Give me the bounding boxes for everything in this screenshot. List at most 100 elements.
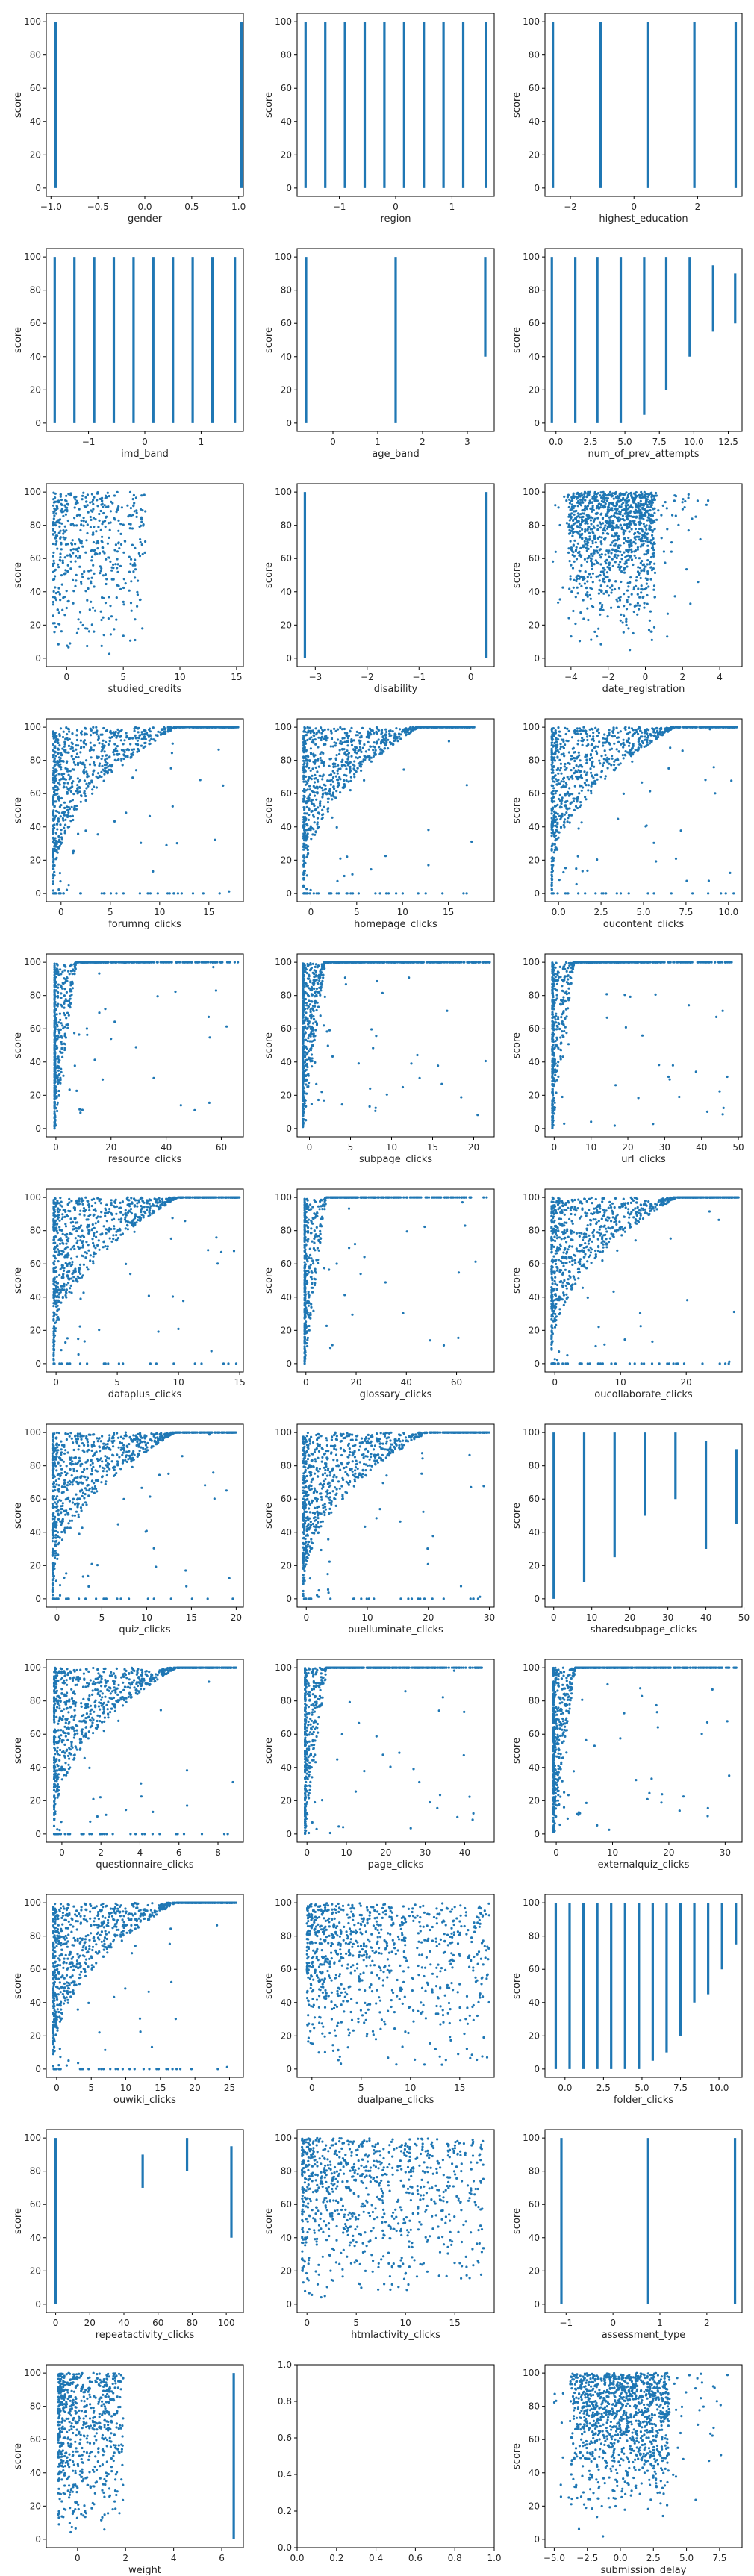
scatter-point — [573, 560, 576, 563]
scatter-point — [82, 520, 85, 523]
scatter-point — [586, 607, 589, 610]
scatter-point — [471, 726, 474, 729]
scatter-point — [570, 736, 574, 739]
scatter-point — [358, 746, 362, 749]
scatter-point — [466, 726, 469, 729]
scatter-point — [119, 523, 122, 526]
y-tick-label: 20 — [30, 149, 41, 160]
scatter-point — [52, 767, 55, 770]
scatter-point — [64, 818, 67, 821]
scatter-point — [81, 498, 84, 501]
scatter-point — [578, 577, 581, 580]
scatter-point — [611, 528, 614, 531]
scatter-point — [107, 617, 110, 620]
scatter-point — [614, 544, 617, 547]
scatter-point — [312, 734, 315, 737]
scatter-point — [62, 1074, 65, 1077]
scatter-point — [217, 748, 220, 751]
scatter-point — [558, 523, 561, 527]
scatter-point — [52, 769, 55, 772]
scatter-point — [378, 892, 381, 895]
scatter-point — [134, 546, 137, 549]
scatter-point — [373, 752, 376, 755]
scatter-point — [84, 627, 87, 630]
scatter-point — [372, 755, 375, 758]
axes-frame — [544, 13, 743, 197]
scatter-point — [702, 726, 705, 729]
scatter-point — [377, 738, 380, 741]
scatter-point — [76, 761, 80, 764]
scatter-point — [563, 765, 566, 768]
scatter-point — [56, 789, 59, 792]
scatter-point — [645, 553, 648, 556]
scatter-point — [599, 776, 602, 779]
scatter-point — [580, 789, 583, 792]
scatter-point — [602, 522, 605, 525]
scatter-point — [131, 748, 134, 752]
scatter-point — [652, 734, 655, 737]
scatter-point — [597, 627, 600, 630]
scatter-point — [590, 558, 593, 561]
scatter-point — [648, 526, 651, 528]
scatter-point — [63, 832, 66, 835]
scatter-point — [622, 757, 625, 760]
scatter-point — [307, 818, 310, 821]
scatter-point — [98, 764, 101, 767]
scatter-point — [564, 743, 567, 746]
scatter-point — [584, 729, 587, 732]
scatter-point — [611, 509, 614, 512]
scatter-point — [346, 855, 349, 858]
scatter-point — [334, 729, 337, 733]
scatter-point — [614, 539, 617, 542]
scatter-point — [637, 587, 640, 590]
scatter-point — [329, 729, 333, 732]
scatter-point — [605, 562, 608, 565]
scatter-point — [646, 738, 649, 742]
scatter-point — [80, 519, 83, 523]
scatter-point — [584, 522, 587, 525]
scatter-point — [594, 726, 597, 729]
scatter-point — [63, 745, 66, 748]
scatter-point — [653, 520, 656, 524]
scatter-point — [553, 780, 556, 783]
scatter-point — [550, 826, 553, 829]
scatter-point — [593, 537, 596, 540]
scatter-point — [87, 630, 90, 633]
scatter-point — [673, 595, 676, 598]
scatter-point — [632, 631, 635, 635]
scatter-point — [551, 829, 554, 832]
scatter-point — [86, 1033, 89, 1036]
y-tick-label: 80 — [529, 520, 540, 531]
scatter-point — [550, 847, 553, 851]
scatter-point — [604, 553, 607, 556]
scatter-point — [105, 558, 108, 561]
scatter-point — [367, 740, 370, 743]
scatter-point — [310, 838, 313, 841]
scatter-point — [96, 492, 99, 495]
scatter-point — [604, 754, 607, 757]
scatter-point — [588, 499, 591, 502]
scatter-point — [331, 762, 334, 766]
scatter-point — [566, 799, 569, 802]
scatter-point — [141, 552, 144, 556]
scatter-point — [318, 812, 321, 815]
scatter-point — [627, 596, 630, 599]
scatter-point — [627, 492, 631, 495]
scatter-point — [642, 595, 645, 599]
scatter-point — [607, 552, 610, 555]
scatter-point — [588, 493, 591, 497]
scatter-point — [651, 544, 654, 548]
scatter-point — [191, 892, 195, 895]
scatter-point — [76, 550, 80, 553]
scatter-point — [633, 550, 636, 553]
scatter-point — [86, 523, 89, 526]
scatter-point — [617, 817, 620, 820]
scatter-point — [116, 490, 119, 494]
scatter-point — [90, 623, 93, 626]
scatter-point — [580, 584, 583, 587]
scatter-point — [569, 531, 572, 534]
scatter-point — [652, 549, 655, 552]
y-tick-label: 40 — [281, 822, 292, 832]
scatter-point — [673, 494, 676, 497]
scatter-point — [52, 773, 54, 776]
